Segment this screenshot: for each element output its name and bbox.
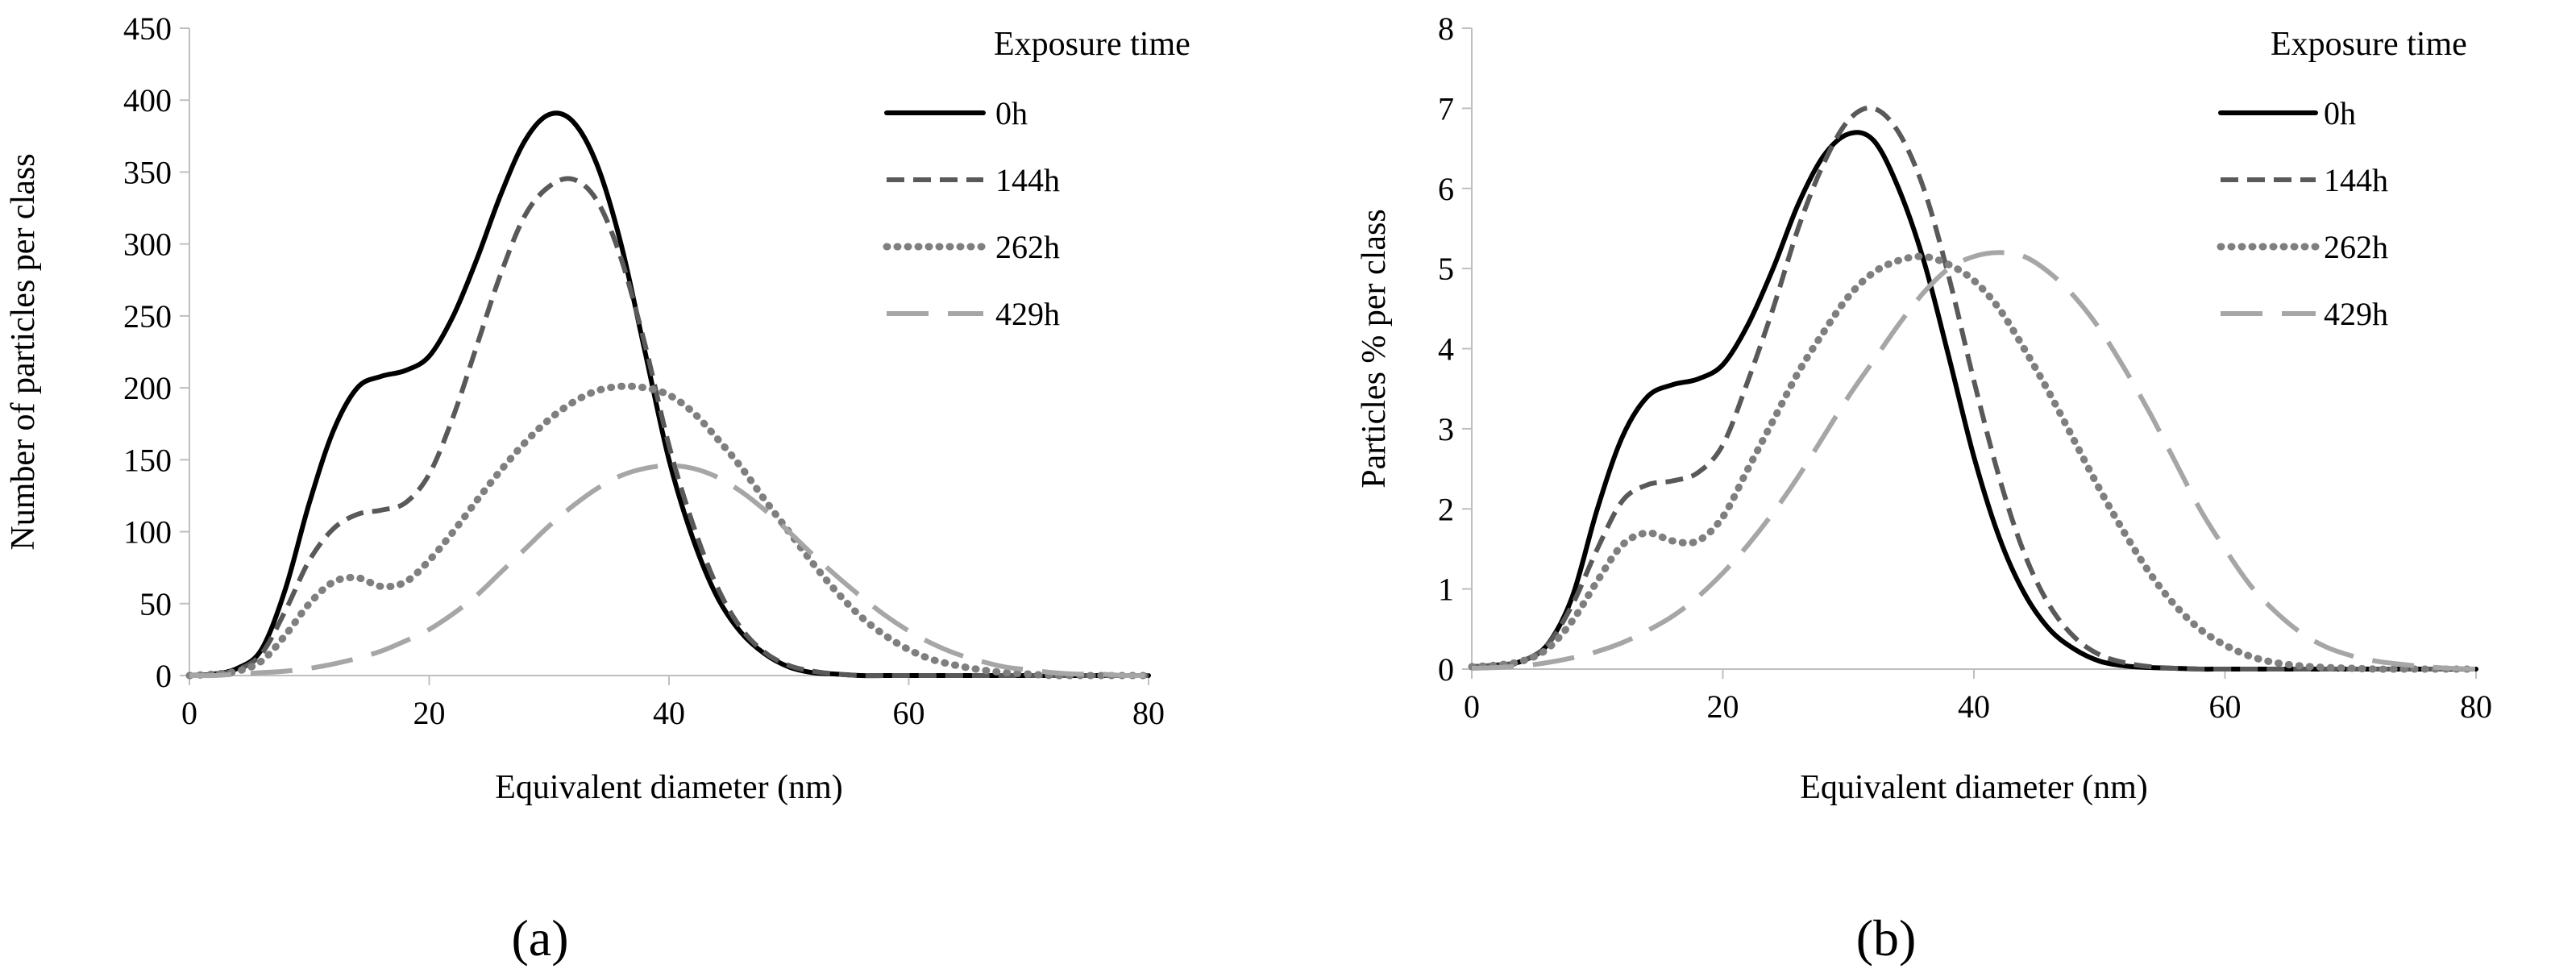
legend-label-429h: 429h [2324, 296, 2388, 332]
series-line-429h [1471, 250, 2477, 672]
x-tick-label: 40 [1958, 688, 1990, 725]
y-tick-label: 3 [1438, 411, 1454, 447]
y-tick-label: 350 [123, 154, 172, 190]
x-tick-label: 20 [1707, 688, 1739, 725]
legend-label-144h: 144h [995, 162, 1060, 198]
chart-panel-a: 0 50 100 150 200 250 300 350 400 450 0 20 40 60 80 Numb… [5, 10, 1190, 967]
x-tick-label: 40 [653, 695, 685, 731]
y-tick-label: 0 [156, 658, 172, 694]
legend-label-0h: 0h [2324, 95, 2356, 131]
y-axis-label: Number of particles per class [5, 153, 42, 550]
y-tick-label: 100 [123, 514, 172, 551]
legend-label-262h: 262h [2324, 229, 2388, 265]
x-tick-label: 0 [181, 695, 197, 731]
x-tick-label: 60 [893, 695, 925, 731]
y-tick-label: 450 [123, 10, 172, 47]
x-axis-label: Equivalent diameter (nm) [1800, 769, 2148, 806]
legend-title: Exposure time [2271, 26, 2467, 63]
series-line-144h [189, 176, 1149, 679]
y-tick-label: 50 [139, 586, 172, 622]
y-tick-label: 200 [123, 370, 172, 406]
y-tick-label: 400 [123, 82, 172, 119]
legend: Exposure time 0h 144h 262h 429h [2217, 26, 2467, 332]
y-tick-label: 4 [1438, 331, 1454, 368]
y-tick-label: 5 [1438, 251, 1454, 287]
panel-label: (a) [511, 909, 568, 967]
y-tick-label: 7 [1438, 90, 1454, 127]
y-tick-label: 150 [123, 442, 172, 478]
legend-label-262h: 262h [995, 229, 1060, 265]
legend-label-0h: 0h [995, 95, 1028, 131]
y-tick-label: 8 [1438, 10, 1454, 47]
y-tick-label: 2 [1438, 491, 1454, 527]
y-axis-label: Particles % per class [1356, 209, 1393, 488]
x-tick-label: 80 [2460, 688, 2492, 725]
x-tick-label: 0 [1464, 688, 1480, 725]
legend-title: Exposure time [994, 26, 1190, 63]
legend-label-144h: 144h [2324, 162, 2388, 198]
series-line-262h [1468, 252, 2480, 673]
panel-label: (b) [1856, 909, 1917, 967]
x-axis-label: Equivalent diameter (nm) [495, 769, 843, 806]
y-tick-label: 1 [1438, 572, 1454, 608]
series-line-262h [185, 382, 1153, 680]
legend-label-429h: 429h [995, 296, 1060, 332]
series-line-429h [189, 463, 1149, 679]
series-line-0h [1469, 130, 2478, 672]
y-tick-label: 250 [123, 298, 172, 335]
series-line-144h [1471, 105, 2476, 672]
x-tick-label: 20 [413, 695, 446, 731]
x-tick-label: 80 [1132, 695, 1165, 731]
x-tick-label: 60 [2209, 688, 2242, 725]
y-tick-label: 300 [123, 227, 172, 263]
y-tick-label: 6 [1438, 171, 1454, 207]
y-tick-label: 0 [1438, 651, 1454, 688]
legend: Exposure time 0h 144h 262h 429h [883, 26, 1190, 332]
